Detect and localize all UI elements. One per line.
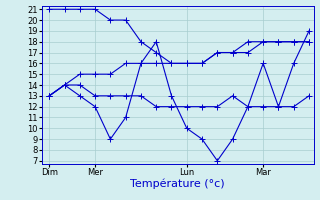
X-axis label: Température (°c): Température (°c): [130, 179, 225, 189]
